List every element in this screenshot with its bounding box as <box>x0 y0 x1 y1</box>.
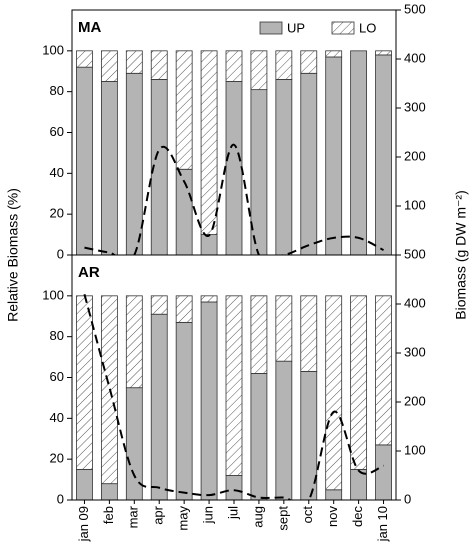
bar-segment <box>325 56 343 256</box>
y-tick-label: 0 <box>57 491 64 506</box>
bar-segment <box>350 295 368 470</box>
x-tick-label: jun <box>201 506 216 524</box>
bar-segment <box>325 295 343 491</box>
x-tick-label: may <box>176 506 191 531</box>
y2-tick-label: 300 <box>404 344 426 359</box>
y2-tick-label: 300 <box>404 99 426 114</box>
y2-tick-label: 200 <box>404 393 426 408</box>
bar-segment <box>300 72 318 256</box>
bar-segment <box>100 81 118 256</box>
panel-title: MA <box>78 19 101 36</box>
y-tick-label: 60 <box>50 124 64 139</box>
y-axis-label: Relative Biomass (%) <box>5 188 21 322</box>
x-tick-label: sept <box>275 506 290 531</box>
y-tick-label: 40 <box>50 165 64 180</box>
bar-segment <box>200 50 218 235</box>
x-tick-label: feb <box>101 506 116 524</box>
panel-title: AR <box>78 264 100 281</box>
bar-segment <box>225 475 243 501</box>
bar-segment <box>76 468 93 501</box>
bar-segment <box>150 50 168 80</box>
x-tick-label: aug <box>250 506 265 528</box>
y2-tick-label: 500 <box>404 246 426 261</box>
y2-tick-label: 400 <box>404 50 426 65</box>
bar-segment <box>300 50 318 74</box>
legend-label: LO <box>359 20 376 35</box>
bar-segment <box>175 321 193 501</box>
bar-segment <box>125 295 143 389</box>
x-tick-label: mar <box>126 505 141 528</box>
y-tick-label: 60 <box>50 369 64 384</box>
bar-segment <box>225 81 243 256</box>
y-tick-label: 0 <box>57 246 64 261</box>
bar-segment <box>300 295 318 372</box>
x-tick-label: apr <box>151 505 166 524</box>
bar-segment <box>125 50 143 74</box>
bar-segment <box>250 50 268 91</box>
x-tick-label: nov <box>325 506 340 527</box>
bar-segment <box>150 313 168 501</box>
y2-tick-label: 0 <box>404 491 411 506</box>
y-tick-label: 80 <box>50 83 64 98</box>
legend-swatch <box>259 21 283 35</box>
bar-segment <box>350 50 368 256</box>
y2-axis-label: Biomass (g DW m⁻²) <box>453 190 469 320</box>
y-tick-label: 100 <box>42 287 64 302</box>
biomass-line <box>84 143 384 255</box>
bar-segment <box>375 54 392 256</box>
bar-segment <box>100 483 118 501</box>
bar-segment <box>325 50 343 58</box>
bar-segment <box>375 444 392 501</box>
y2-tick-label: 500 <box>404 1 426 16</box>
x-tick-label: jan 09 <box>76 506 91 542</box>
y-tick-label: 100 <box>42 42 64 57</box>
y2-tick-label: 100 <box>404 197 426 212</box>
bar-segment <box>76 66 93 256</box>
bar-segment <box>150 295 168 315</box>
bar-segment <box>225 295 243 476</box>
y-tick-label: 20 <box>50 206 64 221</box>
bar-segment <box>250 295 268 374</box>
y2-tick-label: 100 <box>404 442 426 457</box>
y-tick-label: 20 <box>50 451 64 466</box>
legend-swatch <box>331 21 355 35</box>
y-tick-label: 40 <box>50 410 64 425</box>
x-tick-label: dec <box>350 506 365 527</box>
bar-segment <box>76 295 93 470</box>
bar-segment <box>76 50 93 68</box>
bar-segment <box>250 373 268 501</box>
bar-segment <box>175 295 193 323</box>
bar-segment <box>200 295 218 303</box>
bar-segment <box>375 295 392 446</box>
y-tick-label: 80 <box>50 328 64 343</box>
bar-segment <box>200 301 218 501</box>
bar-segment <box>100 50 118 82</box>
x-tick-label: jan 10 <box>375 506 390 542</box>
bar-segment <box>275 295 293 362</box>
bar-segment <box>375 50 392 56</box>
y2-tick-label: 200 <box>404 148 426 163</box>
bar-segment <box>325 489 343 501</box>
biomass-line <box>83 293 384 500</box>
bar-segment <box>125 72 143 256</box>
bar-segment <box>275 360 293 501</box>
legend-label: UP <box>287 20 305 35</box>
x-tick-label: oct <box>300 506 315 524</box>
bar-segment <box>225 50 243 82</box>
x-tick-label: jul <box>225 506 240 520</box>
y2-tick-label: 400 <box>404 295 426 310</box>
bar-segment <box>175 50 193 170</box>
bar-segment <box>200 234 218 256</box>
bar-segment <box>275 50 293 80</box>
bar-segment <box>275 79 293 256</box>
